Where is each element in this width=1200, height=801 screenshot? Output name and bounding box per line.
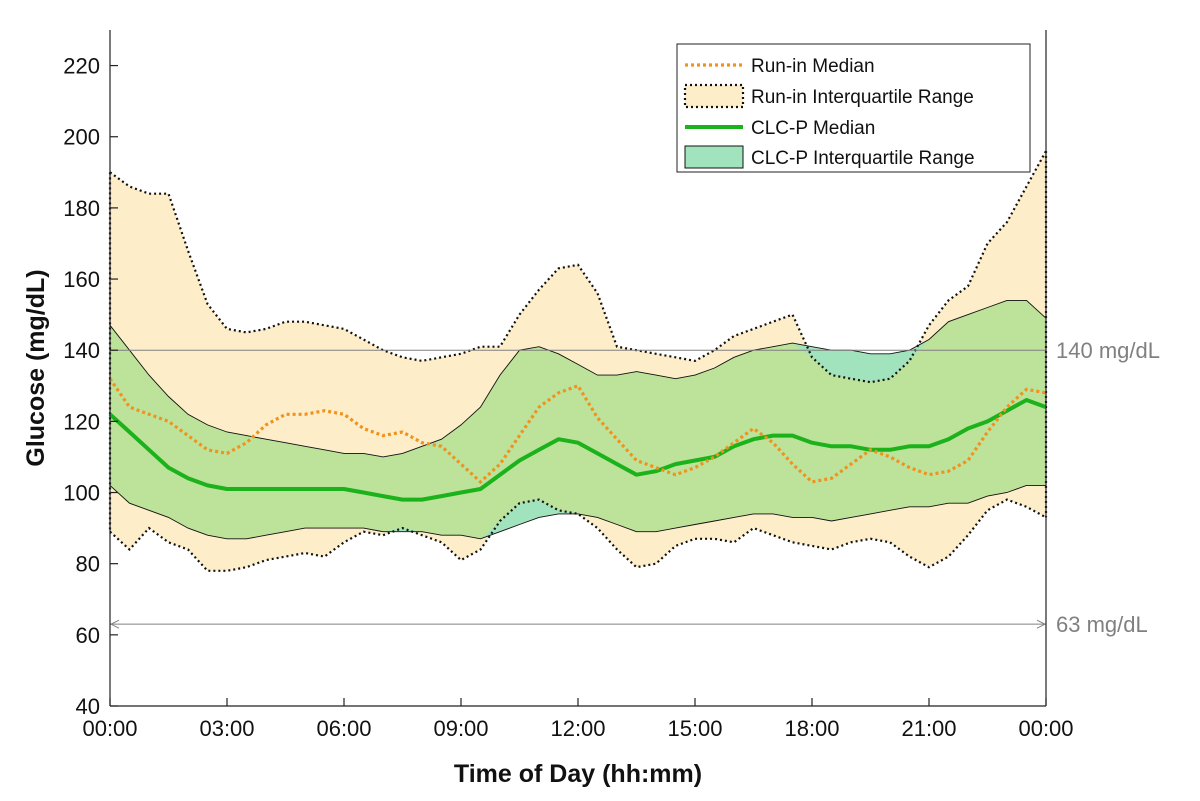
legend-label: Run-in Interquartile Range xyxy=(751,87,974,108)
x-tick-label: 12:00 xyxy=(550,716,605,741)
x-tick-label: 00:00 xyxy=(82,716,137,741)
x-tick-label: 21:00 xyxy=(901,716,956,741)
x-axis-title: Time of Day (hh:mm) xyxy=(454,760,702,788)
y-tick-label: 60 xyxy=(76,623,100,648)
x-tick-label: 09:00 xyxy=(433,716,488,741)
y-tick-label: 100 xyxy=(63,481,100,506)
y-tick-label: 180 xyxy=(63,196,100,221)
reference-label-140: 140 mg/dL xyxy=(1056,338,1160,363)
clc-p-iqr-upper-border xyxy=(109,299,1047,458)
legend-swatch-run-in-iqr xyxy=(683,83,745,109)
x-tick-label: 00:00 xyxy=(1018,716,1073,741)
y-tick-label: 220 xyxy=(63,54,100,79)
iqr-fill-layer xyxy=(110,151,1046,571)
reference-arrow-right xyxy=(1036,619,1047,629)
x-tick-label: 06:00 xyxy=(316,716,371,741)
legend-label: Run-in Median xyxy=(751,56,875,77)
x-tick-label: 03:00 xyxy=(199,716,254,741)
y-tick-label: 160 xyxy=(63,267,100,292)
iqr-overlap-band xyxy=(110,300,1046,539)
y-tick-label: 140 xyxy=(63,338,100,363)
y-axis-title: Glucose (mg/dL) xyxy=(22,269,50,466)
reference-arrow-left xyxy=(109,619,120,629)
tick-layer: 40 60 80 100 120 140 160 180 200 220 00:00 03:00 06:… xyxy=(63,54,1073,741)
y-tick-label: 40 xyxy=(76,694,100,719)
run-in-iqr-upper-border xyxy=(109,150,1047,384)
x-tick-label: 18:00 xyxy=(784,716,839,741)
run-in-median-line xyxy=(108,377,1047,485)
legend-label: CLC-P Interquartile Range xyxy=(751,148,975,169)
y-tick-label: 120 xyxy=(63,409,100,434)
legend-label: CLC-P Median xyxy=(751,118,875,139)
y-tick-label: 200 xyxy=(63,125,100,150)
reference-line-layer: 140 mg/dL 63 mg/dL xyxy=(109,338,1160,637)
x-tick-label: 15:00 xyxy=(667,716,722,741)
clc-p-median-line xyxy=(108,398,1047,502)
median-line-layer xyxy=(108,377,1047,502)
reference-label-63: 63 mg/dL xyxy=(1056,612,1148,637)
y-tick-label: 80 xyxy=(76,552,100,577)
clc-p-iqr-lower-border xyxy=(109,484,1046,540)
legend: Run-in Median Run-in Interquartile Range C… xyxy=(676,43,1031,173)
legend-swatch-clc-p-iqr xyxy=(684,145,744,169)
